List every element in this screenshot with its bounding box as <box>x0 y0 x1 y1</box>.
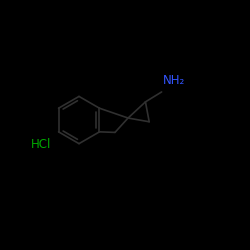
Text: NH₂: NH₂ <box>163 74 185 87</box>
Text: HCl: HCl <box>30 138 51 151</box>
